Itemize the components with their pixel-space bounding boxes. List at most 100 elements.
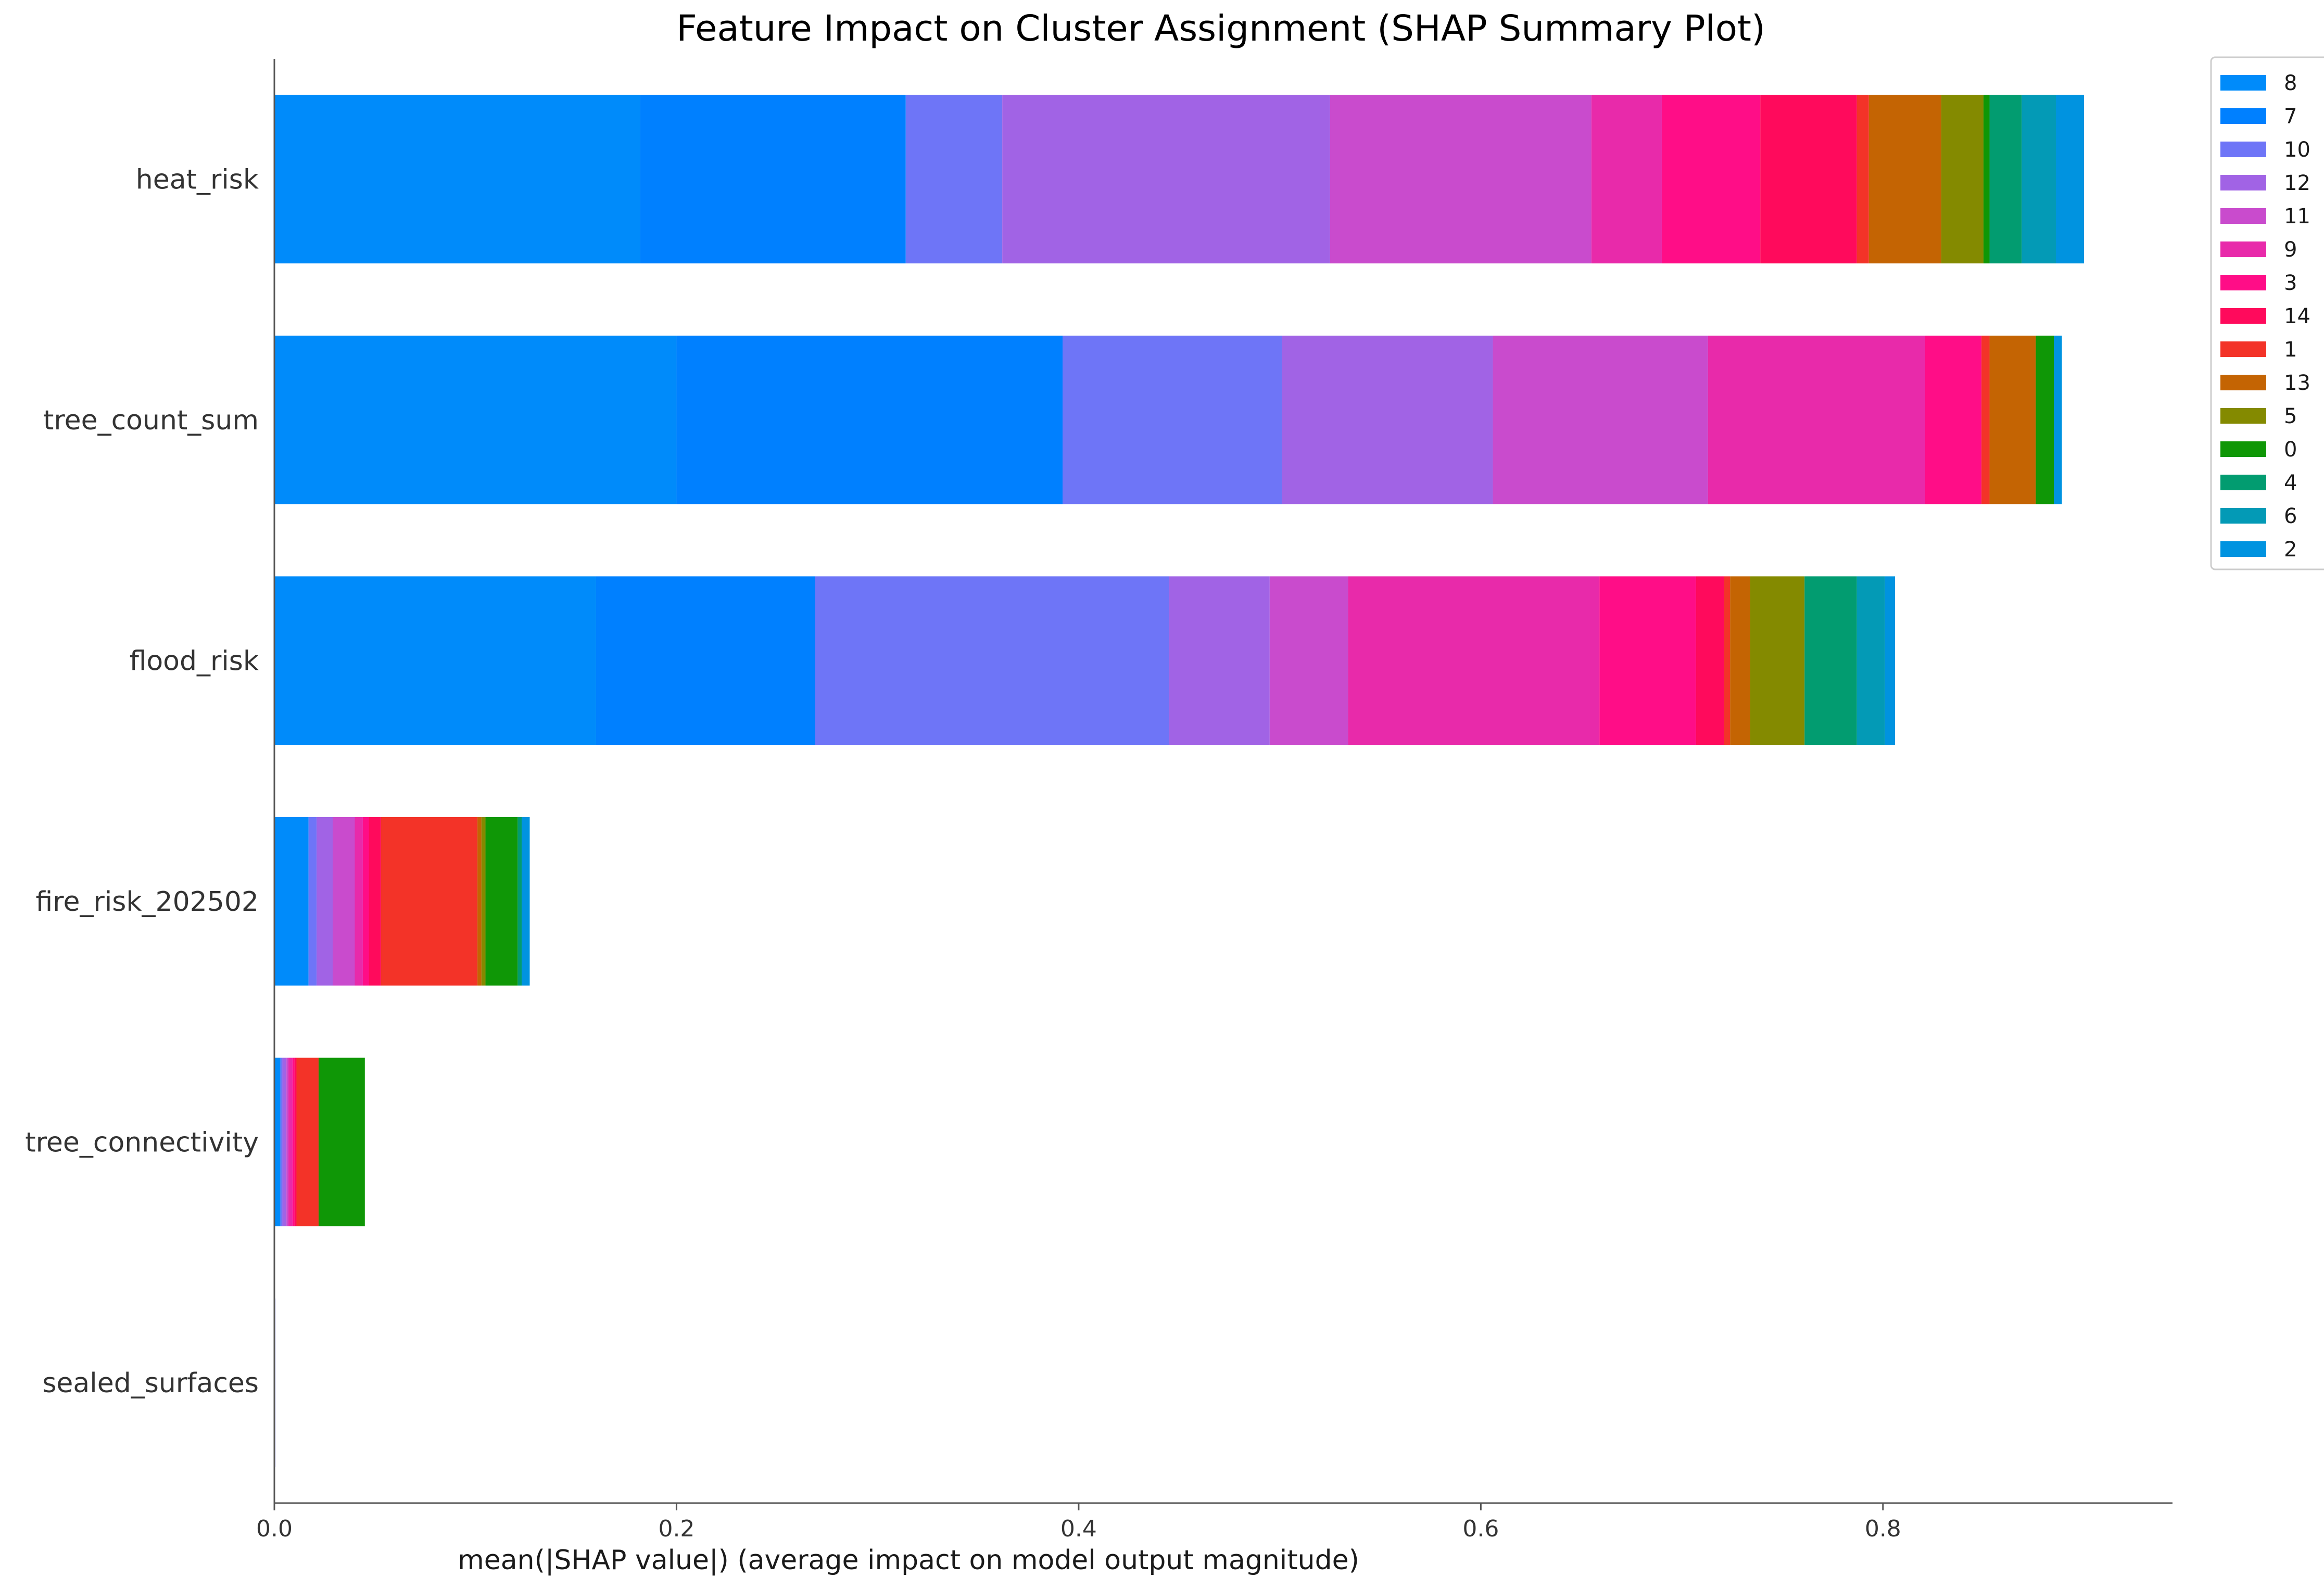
bar-segment-tree_connectivity-cluster-14 [294, 1058, 297, 1227]
bar-segment-flood_risk-cluster-8 [274, 576, 596, 745]
legend: 8 7 10 12 11 9 3 14 1 13 5 0 4 6 2 [2210, 56, 2324, 570]
legend-swatch-cluster-10 [2220, 142, 2266, 157]
bar-segment-flood_risk-cluster-9 [1348, 576, 1600, 745]
legend-swatch-cluster-9 [2220, 241, 2266, 257]
legend-swatch-cluster-13 [2220, 375, 2266, 390]
y-tick-label: fire_risk_202502 [35, 886, 259, 918]
bar-segment-flood_risk-cluster-10 [815, 576, 1169, 745]
bar-segment-tree_count_sum-cluster-8 [274, 335, 677, 504]
legend-swatch-cluster-0 [2220, 441, 2266, 457]
legend-label: 3 [2284, 271, 2297, 295]
x-tick-label: 0.6 [1462, 1516, 1499, 1542]
legend-label: 13 [2284, 371, 2310, 395]
bar-segment-fire_risk_202502-cluster-12 [317, 817, 333, 986]
bar-segment-tree_count_sum-cluster-7 [676, 335, 1063, 504]
y-tick-label: tree_connectivity [25, 1127, 259, 1158]
legend-label: 1 [2284, 338, 2297, 362]
bar-segment-heat_risk-cluster-13 [1868, 95, 1941, 264]
legend-swatch-cluster-12 [2220, 175, 2266, 190]
bar-segment-fire_risk_202502-cluster-4 [517, 817, 522, 986]
x-axis-label: mean(|SHAP value|) (average impact on mo… [458, 1545, 1359, 1576]
y-tick-label: heat_risk [136, 164, 259, 195]
y-tick-label: tree_count_sum [43, 405, 259, 436]
legend-label: 12 [2284, 171, 2310, 195]
legend-label: 9 [2284, 238, 2297, 262]
bar-segment-heat_risk-cluster-5 [1941, 95, 1984, 264]
bar-segment-flood_risk-cluster-14 [1696, 576, 1724, 745]
bar-segment-flood_risk-cluster-5 [1750, 576, 1805, 745]
bar-segment-tree_connectivity-cluster-8 [274, 1058, 281, 1227]
bar-segment-heat_risk-cluster-9 [1591, 95, 1662, 264]
legend-swatch-cluster-11 [2220, 208, 2266, 224]
bar-segment-tree_count_sum-cluster-1 [1981, 335, 1990, 504]
bar-segment-fire_risk_202502-cluster-2 [522, 817, 530, 986]
bar-segment-tree_count_sum-cluster-9 [1708, 335, 1925, 504]
bar-segment-fire_risk_202502-cluster-1 [381, 817, 478, 986]
bar-segment-tree_count_sum-cluster-3 [1925, 335, 1982, 504]
x-tick-label: 0.8 [1865, 1516, 1901, 1542]
legend-swatch-cluster-2 [2220, 541, 2266, 557]
bar-segment-heat_risk-cluster-12 [1002, 95, 1330, 264]
bar-segment-flood_risk-cluster-1 [1724, 576, 1731, 745]
bar-segment-flood_risk-cluster-6 [1856, 576, 1885, 745]
bar-segment-tree_connectivity-cluster-12 [282, 1058, 287, 1227]
x-tick-labels: 0.0 0.2 0.4 0.6 0.8 [256, 1503, 1901, 1542]
bar-segment-heat_risk-cluster-0 [1983, 95, 1990, 264]
legend-label: 4 [2284, 471, 2297, 495]
bar-segment-fire_risk_202502-cluster-11 [333, 817, 355, 986]
bar-segment-tree_count_sum-cluster-12 [1282, 335, 1493, 504]
bar-segment-fire_risk_202502-cluster-13 [477, 817, 482, 986]
bar-segment-tree_count_sum-cluster-0 [2036, 335, 2054, 504]
legend-swatch-cluster-14 [2220, 308, 2266, 324]
bar-segment-heat_risk-cluster-11 [1330, 95, 1592, 264]
chart-title: Feature Impact on Cluster Assignment (SH… [676, 8, 1765, 49]
bar-segment-tree_count_sum-cluster-11 [1493, 335, 1708, 504]
bar-segment-fire_risk_202502-cluster-5 [481, 817, 486, 986]
y-tick-labels: heat_risk tree_count_sum flood_risk fire_ri… [25, 164, 259, 1399]
bar-segment-heat_risk-cluster-10 [905, 95, 1003, 264]
bar-segment-heat_risk-cluster-3 [1661, 95, 1761, 264]
bar-segment-tree_count_sum-cluster-10 [1063, 335, 1282, 504]
legend-label: 6 [2284, 504, 2297, 528]
bar-segment-tree_connectivity-cluster-0 [318, 1058, 365, 1227]
bar-segment-fire_risk_202502-cluster-0 [485, 817, 518, 986]
bar-segment-tree_connectivity-cluster-10 [280, 1058, 283, 1227]
legend-label: 0 [2284, 438, 2297, 462]
legend-swatch-cluster-4 [2220, 475, 2266, 490]
bar-segment-heat_risk-cluster-8 [274, 95, 640, 264]
bar-segment-tree_count_sum-cluster-13 [1989, 335, 2036, 504]
y-tick-label: flood_risk [130, 645, 259, 677]
legend-swatch-cluster-6 [2220, 508, 2266, 524]
bar-segment-tree_connectivity-cluster-1 [296, 1058, 319, 1227]
bar-segment-heat_risk-cluster-7 [640, 95, 906, 264]
bar-segment-flood_risk-cluster-12 [1169, 576, 1270, 745]
legend-label: 2 [2284, 538, 2297, 562]
legend-label: 11 [2284, 205, 2310, 228]
x-tick-label: 0.4 [1060, 1516, 1097, 1542]
bar-segment-flood_risk-cluster-7 [596, 576, 815, 745]
bar-segment-heat_risk-cluster-4 [1989, 95, 2022, 264]
bar-segment-tree_connectivity-cluster-3 [292, 1058, 295, 1227]
bar-segment-fire_risk_202502-cluster-8 [274, 817, 309, 986]
bar-segment-fire_risk_202502-cluster-10 [308, 817, 317, 986]
legend-swatch-cluster-7 [2220, 108, 2266, 124]
legend-swatch-cluster-1 [2220, 341, 2266, 357]
bar-segment-heat_risk-cluster-2 [2055, 95, 2085, 264]
legend-swatch-cluster-8 [2220, 75, 2266, 91]
bar-segment-flood_risk-cluster-13 [1730, 576, 1750, 745]
bar-segment-flood_risk-cluster-4 [1804, 576, 1857, 745]
x-tick-label: 0.2 [658, 1516, 694, 1542]
bar-segment-fire_risk_202502-cluster-14 [369, 817, 381, 986]
bars-layer [274, 95, 2085, 1467]
bar-segment-tree_count_sum-cluster-2 [2054, 335, 2062, 504]
legend-label: 10 [2284, 138, 2310, 162]
legend-swatch-cluster-3 [2220, 275, 2266, 290]
bar-segment-heat_risk-cluster-6 [2022, 95, 2056, 264]
bar-segment-flood_risk-cluster-11 [1269, 576, 1348, 745]
bar-segment-heat_risk-cluster-14 [1760, 95, 1857, 264]
bar-segment-heat_risk-cluster-1 [1856, 95, 1869, 264]
legend-label: 14 [2284, 304, 2310, 328]
legend-label: 7 [2284, 105, 2297, 129]
